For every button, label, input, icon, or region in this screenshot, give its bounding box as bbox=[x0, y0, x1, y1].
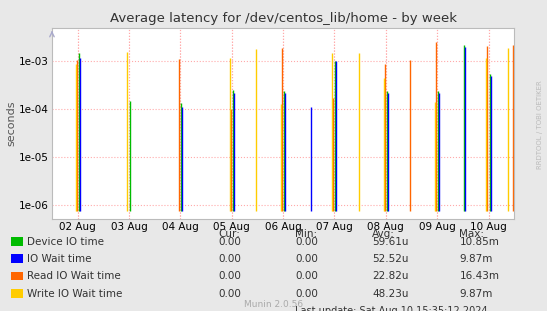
FancyBboxPatch shape bbox=[11, 272, 23, 281]
Text: 0.00: 0.00 bbox=[295, 289, 318, 299]
FancyBboxPatch shape bbox=[11, 237, 23, 246]
Text: 59.61u: 59.61u bbox=[372, 237, 409, 247]
Text: 52.52u: 52.52u bbox=[372, 254, 409, 264]
Text: 0.00: 0.00 bbox=[219, 272, 242, 281]
Text: 0.00: 0.00 bbox=[295, 272, 318, 281]
Text: 9.87m: 9.87m bbox=[459, 289, 493, 299]
Text: Munin 2.0.56: Munin 2.0.56 bbox=[244, 300, 303, 309]
Text: Read IO Wait time: Read IO Wait time bbox=[27, 272, 121, 281]
Text: Write IO Wait time: Write IO Wait time bbox=[27, 289, 123, 299]
Text: RRDTOOL / TOBI OETIKER: RRDTOOL / TOBI OETIKER bbox=[537, 80, 543, 169]
Text: 48.23u: 48.23u bbox=[372, 289, 409, 299]
Y-axis label: seconds: seconds bbox=[7, 101, 16, 146]
Title: Average latency for /dev/centos_lib/home - by week: Average latency for /dev/centos_lib/home… bbox=[109, 12, 457, 26]
Text: Cur:: Cur: bbox=[219, 230, 241, 239]
Text: 9.87m: 9.87m bbox=[459, 254, 493, 264]
Text: 10.85m: 10.85m bbox=[459, 237, 499, 247]
Text: 22.82u: 22.82u bbox=[372, 272, 409, 281]
Text: 0.00: 0.00 bbox=[219, 254, 242, 264]
Text: Max:: Max: bbox=[459, 230, 485, 239]
FancyBboxPatch shape bbox=[11, 289, 23, 298]
FancyBboxPatch shape bbox=[11, 254, 23, 263]
Text: 0.00: 0.00 bbox=[219, 237, 242, 247]
Text: 0.00: 0.00 bbox=[295, 237, 318, 247]
Text: Last update: Sat Aug 10 15:35:12 2024: Last update: Sat Aug 10 15:35:12 2024 bbox=[295, 306, 488, 311]
Text: IO Wait time: IO Wait time bbox=[27, 254, 92, 264]
Text: 0.00: 0.00 bbox=[295, 254, 318, 264]
Text: Min:: Min: bbox=[295, 230, 317, 239]
Text: 0.00: 0.00 bbox=[219, 289, 242, 299]
Text: Avg:: Avg: bbox=[372, 230, 395, 239]
Text: 16.43m: 16.43m bbox=[459, 272, 499, 281]
Text: Device IO time: Device IO time bbox=[27, 237, 104, 247]
